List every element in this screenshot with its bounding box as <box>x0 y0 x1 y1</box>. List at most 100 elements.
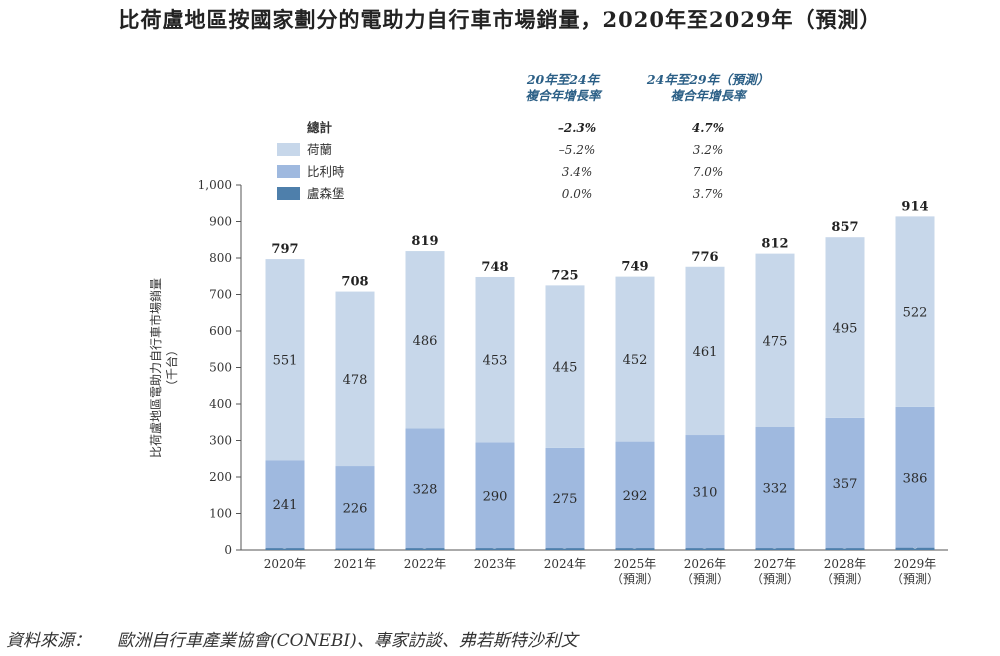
x-tick-label: 2029年 <box>894 557 937 571</box>
x-tick-label: 2027年 <box>754 557 797 571</box>
legend-label: 比利時 <box>307 164 345 179</box>
cagr-value: 3.4% <box>562 165 593 179</box>
cagr-header: 24年至29年（預測） <box>646 72 769 87</box>
y-tick-label: 800 <box>209 251 232 265</box>
legend-label: 荷蘭 <box>307 142 332 157</box>
legend-label: 盧森堡 <box>307 186 345 201</box>
cagr-value: 3.2% <box>693 143 724 157</box>
cagr-value: –2.3% <box>558 121 596 135</box>
bar-value-label: 290 <box>483 489 508 504</box>
bar-value-label: 522 <box>903 306 928 321</box>
bar-value-label: 332 <box>763 482 788 497</box>
y-tick-label: 100 <box>209 507 232 521</box>
bar-segment-netherlands <box>685 266 725 436</box>
bar-value-label: 478 <box>343 373 368 388</box>
bar-segment-belgium <box>265 460 305 549</box>
bar-value-label: 551 <box>273 354 298 369</box>
chart-title: 比荷盧地區按國家劃分的電助力自行車市場銷量，2020年至2029年（預測） <box>118 7 882 32</box>
y-tick-label: 400 <box>209 397 232 411</box>
bar-total-label: 812 <box>761 237 788 252</box>
x-tick-label: 2020年 <box>264 557 307 571</box>
legend-label-total: 總計 <box>307 120 333 135</box>
x-tick-label: 2023年 <box>474 557 517 571</box>
y-tick-label: 1,000 <box>198 178 232 192</box>
bar-total-label: 776 <box>691 250 718 265</box>
legend-swatch <box>277 187 300 200</box>
cagr-value: 4.7% <box>692 121 724 135</box>
bar-segment-netherlands <box>895 216 935 407</box>
bar-value-label: 495 <box>833 322 858 337</box>
bar-value-label: 452 <box>623 353 648 368</box>
bar-segment-netherlands <box>405 251 445 429</box>
bar-segment-belgium <box>475 442 515 549</box>
bar-value-label: 357 <box>833 477 858 492</box>
bar-total-label: 819 <box>411 234 438 249</box>
cagr-header: 複合年增長率 <box>670 88 748 103</box>
bar-value-label: 310 <box>693 486 718 501</box>
x-tick-label: （預測） <box>891 572 939 586</box>
cagr-header: 複合年增長率 <box>525 88 603 103</box>
cagr-header: 20年至24年 <box>526 72 601 87</box>
bar-value-label: 475 <box>763 334 788 349</box>
bar-value-label: 241 <box>273 498 298 513</box>
bar-value-label: 461 <box>693 345 718 360</box>
stacked-bar-chart: 0 100 200 300 400 500 600 700 800 900 1,000 比荷盧地區電助… <box>148 72 948 586</box>
bar-segment-belgium <box>545 447 585 549</box>
bar-segment-netherlands <box>265 259 305 461</box>
source-label: 資料來源： <box>6 631 91 651</box>
y-axis-label: 比荷盧地區電助力自行車市場銷量 <box>148 278 163 458</box>
y-tick-label: 500 <box>209 361 232 375</box>
cagr-value: 0.0% <box>562 187 593 201</box>
x-tick-label: （預測） <box>751 572 799 586</box>
y-tick-label: 600 <box>209 324 232 338</box>
bar-segment-netherlands <box>615 276 655 442</box>
bar-total-label: 725 <box>551 268 578 283</box>
bar-total-label: 914 <box>901 199 928 214</box>
bar-segment-belgium <box>825 417 865 549</box>
x-tick-label: （預測） <box>681 572 729 586</box>
bar-value-label: 226 <box>343 501 368 516</box>
bar-segment-netherlands <box>545 285 585 448</box>
x-tick-label: 2025年 <box>614 557 657 571</box>
cagr-value: 3.7% <box>693 187 724 201</box>
x-tick-label: （預測） <box>821 572 869 586</box>
x-tick-label: 2021年 <box>334 557 377 571</box>
bar-total-label: 749 <box>621 260 648 275</box>
x-tick-label: 2022年 <box>404 557 447 571</box>
bar-value-label: 486 <box>413 334 438 349</box>
bar-segment-belgium <box>685 435 725 549</box>
y-tick-label: 200 <box>209 470 232 484</box>
bar-segment-belgium <box>615 441 655 549</box>
y-axis-unit: （千台） <box>164 344 179 392</box>
bar-value-label: 445 <box>553 361 578 376</box>
legend-swatch <box>277 143 300 156</box>
bar-value-label: 328 <box>413 482 438 497</box>
cagr-value: 7.0% <box>693 165 724 179</box>
bar-value-label: 275 <box>553 492 578 507</box>
y-tick-label: 900 <box>209 215 232 229</box>
source-text: 歐洲自行車產業協會(CONEBI)、專家訪談、弗若斯特沙利文 <box>117 631 578 651</box>
y-tick-label: 700 <box>209 288 232 302</box>
bar-segment-belgium <box>405 428 445 549</box>
bar-segment-netherlands <box>475 276 515 443</box>
bar-value-label: 386 <box>903 471 928 486</box>
cagr-value: –5.2% <box>559 143 596 157</box>
bar-total-label: 797 <box>271 242 298 257</box>
bar-segment-netherlands <box>825 237 865 418</box>
x-tick-label: 2026年 <box>684 557 727 571</box>
bar-segment-belgium <box>895 406 935 548</box>
y-tick-label: 300 <box>209 434 232 448</box>
bar-segment-belgium <box>755 426 795 549</box>
legend-swatch <box>277 165 300 178</box>
bar-value-label: 453 <box>483 354 508 369</box>
y-tick-label: 0 <box>224 543 232 557</box>
x-tick-label: （預測） <box>611 572 659 586</box>
bar-segment-belgium <box>335 466 375 549</box>
bar-total-label: 857 <box>831 220 858 235</box>
source-note: 資料來源： 歐洲自行車產業協會(CONEBI)、專家訪談、弗若斯特沙利文 <box>6 626 578 651</box>
x-tick-label: 2028年 <box>824 557 867 571</box>
bar-total-label: 708 <box>341 275 368 290</box>
x-tick-label: 2024年 <box>544 557 587 571</box>
bar-total-label: 748 <box>481 260 508 275</box>
bar-value-label: 292 <box>623 489 648 504</box>
